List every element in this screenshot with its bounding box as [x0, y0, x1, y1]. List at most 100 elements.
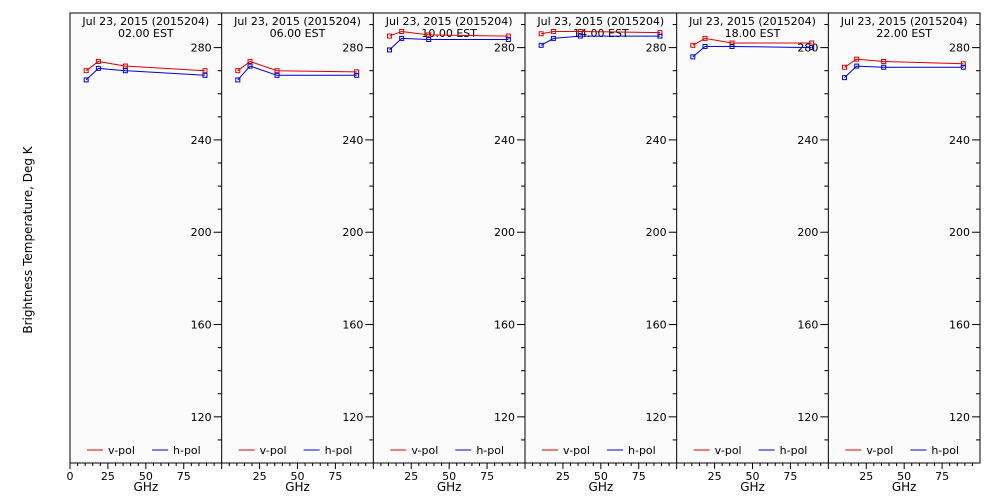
legend-label-v-pol: v-pol: [866, 444, 893, 457]
data-point-h-pol: [657, 33, 663, 39]
data-point-v-pol: [538, 31, 544, 37]
data-point-h-pol: [83, 77, 89, 83]
data-point-v-pol: [122, 63, 128, 69]
data-point-v-pol: [399, 28, 405, 34]
data-point-h-pol: [841, 75, 847, 81]
data-point-h-pol: [577, 33, 583, 39]
panel-title: Jul 23, 2015 (2015204): [840, 15, 968, 28]
series-line-v-pol: [541, 30, 660, 35]
series-line-v-pol: [237, 60, 357, 73]
data-point-v-pol: [809, 40, 815, 46]
legend-label-h-pol: h-pol: [780, 444, 808, 457]
data-point-v-pol: [854, 56, 860, 62]
data-point-h-pol: [247, 63, 253, 69]
panel-2: Jul 23, 2015 (2015204)06.00 EST 120 160 200…: [221, 13, 374, 494]
x-tick-label: 75: [177, 470, 191, 483]
data-point-h-pol: [690, 54, 696, 60]
panel-title: Jul 23, 2015 (2015204): [385, 15, 513, 28]
y-tick-label: 120: [949, 411, 970, 424]
panel-1: Jul 23, 2015 (2015204)02.00 EST 120 160 200…: [67, 15, 222, 494]
panel-subtitle: 06.00 EST: [270, 27, 326, 40]
series-line-h-pol: [389, 37, 509, 51]
y-tick-label: 200: [342, 226, 363, 239]
y-tick-label: 200: [646, 226, 667, 239]
data-point-h-pol: [881, 64, 887, 70]
legend-label-h-pol: h-pol: [476, 444, 504, 457]
legend-label-v-pol: v-pol: [563, 444, 590, 457]
y-tick-label: 240: [949, 134, 970, 147]
y-tick-label: 120: [797, 411, 818, 424]
panel-5: Jul 23, 2015 (2015204)18.00 EST 120 160 200…: [676, 13, 829, 494]
x-tick-label: 75: [480, 470, 494, 483]
panel-6: Jul 23, 2015 (2015204)22.00 EST 120 160 200…: [827, 13, 980, 494]
data-point-v-pol: [426, 32, 432, 38]
y-tick-label: 280: [646, 42, 667, 55]
y-tick-label: 160: [797, 319, 818, 332]
panels: Jul 23, 2015 (2015204)02.00 EST120160200…: [67, 12, 981, 494]
data-point-v-pol: [881, 58, 887, 64]
data-point-v-pol: [386, 33, 392, 39]
y-tick-label: 280: [797, 42, 818, 55]
data-point-v-pol: [354, 69, 360, 75]
y-tick-label: 120: [494, 411, 515, 424]
data-point-h-pol: [354, 72, 360, 78]
y-tick-label: 120: [646, 411, 667, 424]
series-line-v-pol: [389, 30, 509, 37]
x-tick-label: 75: [328, 470, 342, 483]
x-tick-label: 75: [632, 470, 646, 483]
data-point-h-pol: [426, 37, 432, 43]
data-point-h-pol: [95, 65, 101, 71]
data-point-h-pol: [505, 37, 511, 43]
y-tick-label: 240: [494, 134, 515, 147]
y-tick-label: 240: [797, 134, 818, 147]
y-tick-label: 200: [191, 226, 212, 239]
x-axis-label: GHz: [740, 480, 765, 494]
legend-label-v-pol: v-pol: [411, 444, 438, 457]
series-line-h-pol: [540, 35, 660, 46]
panel-title: Jul 23, 2015 (2015204): [81, 15, 209, 28]
series-line-h-pol: [237, 65, 357, 81]
x-tick-label: 50: [139, 470, 153, 483]
y-tick-label: 160: [191, 319, 212, 332]
data-point-h-pol: [538, 42, 544, 48]
y-tick-label: 240: [191, 134, 212, 147]
y-tick-label: 200: [494, 226, 515, 239]
data-point-h-pol: [729, 43, 735, 49]
data-point-h-pol: [274, 72, 280, 78]
data-point-h-pol: [550, 35, 556, 41]
x-tick-label: 25: [708, 470, 722, 483]
y-tick-label: 200: [949, 226, 970, 239]
data-point-h-pol: [202, 72, 208, 78]
data-point-h-pol: [235, 77, 241, 83]
panel-4: Jul 23, 2015 (2015204)14.00 EST 120 160 200…: [524, 13, 677, 494]
data-point-h-pol: [399, 35, 405, 41]
series-line-h-pol: [844, 65, 964, 78]
x-tick-label: 50: [442, 470, 456, 483]
legend-label-v-pol: v-pol: [108, 444, 135, 457]
panel-subtitle: 22.00 EST: [876, 27, 932, 40]
y-tick-label: 160: [949, 319, 970, 332]
y-tick-label: 120: [191, 411, 212, 424]
x-axis-label: GHz: [589, 480, 614, 494]
x-tick-label: 25: [101, 470, 115, 483]
data-point-v-pol: [702, 35, 708, 41]
y-tick-label: 240: [646, 134, 667, 147]
panel-title: Jul 23, 2015 (2015204): [536, 15, 664, 28]
data-point-v-pol: [83, 68, 89, 74]
x-tick-label: 50: [291, 470, 305, 483]
y-tick-label: 120: [342, 411, 363, 424]
y-tick-label: 280: [949, 42, 970, 55]
series-line-v-pol: [85, 60, 206, 72]
y-tick-label: 200: [797, 226, 818, 239]
legend-label-h-pol: h-pol: [325, 444, 353, 457]
panel-subtitle: 10.00 EST: [421, 27, 477, 40]
x-tick-label: 0: [67, 470, 74, 483]
x-tick-label: 50: [746, 470, 760, 483]
x-tick-label: 25: [859, 470, 873, 483]
y-tick-label: 160: [342, 319, 363, 332]
data-point-v-pol: [550, 28, 556, 34]
legend-label-v-pol: v-pol: [715, 444, 742, 457]
series-line-v-pol: [692, 37, 812, 46]
data-point-v-pol: [95, 58, 101, 64]
